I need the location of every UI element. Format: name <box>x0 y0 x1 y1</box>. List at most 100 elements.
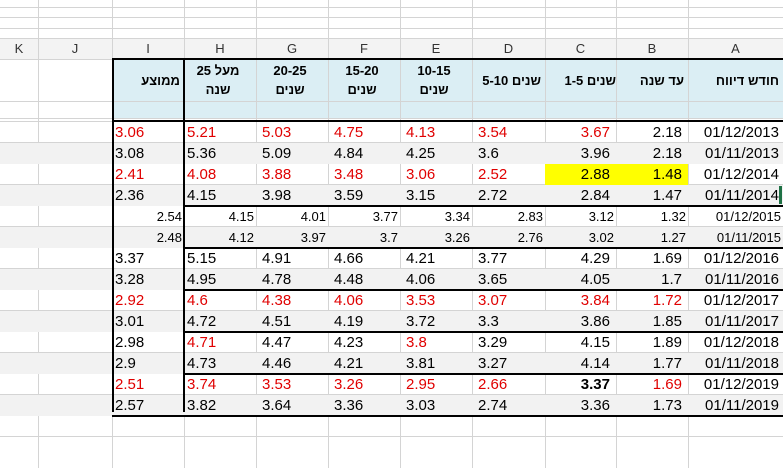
cell-f[interactable]: 3.77 <box>372 209 398 224</box>
cell-i[interactable]: 2.51 <box>115 376 145 393</box>
cell-b[interactable]: 1.72 <box>652 292 682 309</box>
cell-e[interactable]: 3.03 <box>406 397 436 414</box>
cell-f[interactable]: 4.66 <box>334 250 364 267</box>
cell-a[interactable]: 01/11/2013 <box>705 145 779 162</box>
cell-a[interactable]: 01/12/2019 <box>703 376 779 393</box>
table-header-i[interactable]: ממוצע <box>141 72 180 88</box>
cell-e[interactable]: 3.34 <box>444 209 470 224</box>
cell-b[interactable]: 1.77 <box>652 355 682 372</box>
cell-e[interactable]: 4.13 <box>406 124 436 141</box>
cell-a[interactable]: 01/12/2013 <box>703 124 779 141</box>
cell-b[interactable]: 1.48 <box>616 164 688 185</box>
cell-b[interactable]: 1.89 <box>652 334 682 351</box>
cell-f[interactable]: 3.36 <box>334 397 364 414</box>
cell-h[interactable]: 4.71 <box>187 334 217 351</box>
cell-h[interactable]: 3.82 <box>187 397 217 414</box>
column-header-g[interactable]: G <box>286 41 298 56</box>
cell-a[interactable]: 01/11/2015 <box>716 230 781 245</box>
cell-c[interactable]: 3.86 <box>580 313 610 330</box>
column-header-d[interactable]: D <box>503 41 514 56</box>
cell-c[interactable]: 2.88 <box>545 164 616 185</box>
cell-a[interactable]: 01/12/2018 <box>703 334 779 351</box>
cell-e[interactable]: 3.26 <box>444 230 470 245</box>
cell-i[interactable]: 2.41 <box>115 166 145 183</box>
cell-e[interactable]: 3.72 <box>406 313 436 330</box>
cell-i[interactable]: 2.9 <box>115 355 136 372</box>
column-header-c[interactable]: C <box>575 41 586 56</box>
cell-h[interactable]: 4.15 <box>187 187 217 204</box>
cell-h[interactable]: 4.95 <box>187 271 217 288</box>
column-header-j[interactable]: J <box>71 41 79 56</box>
cell-i[interactable]: 2.48 <box>156 230 182 245</box>
cell-c[interactable]: 3.12 <box>588 209 614 224</box>
cell-e[interactable]: 3.53 <box>406 292 436 309</box>
cell-e[interactable]: 3.8 <box>406 334 427 351</box>
cell-e[interactable]: 2.95 <box>406 376 436 393</box>
cell-i[interactable]: 3.06 <box>115 124 145 141</box>
cell-g[interactable]: 4.38 <box>262 292 292 309</box>
table-header-b[interactable]: עד שנה <box>639 72 684 88</box>
cell-c[interactable]: 3.36 <box>580 397 610 414</box>
cell-a[interactable]: 01/11/2017 <box>705 313 779 330</box>
cell-g[interactable]: 4.51 <box>262 313 292 330</box>
cell-g[interactable]: 5.09 <box>262 145 292 162</box>
cell-a[interactable]: 01/12/2014 <box>703 166 779 183</box>
cell-f[interactable]: 4.84 <box>334 145 364 162</box>
cell-h[interactable]: 5.36 <box>187 145 217 162</box>
cell-e[interactable]: 4.25 <box>406 145 436 162</box>
cell-f[interactable]: 4.19 <box>334 313 364 330</box>
column-header-k[interactable]: K <box>14 41 24 56</box>
cell-c[interactable]: 3.37 <box>580 376 610 393</box>
cell-c[interactable]: 3.02 <box>588 230 614 245</box>
cell-c[interactable]: 4.15 <box>580 334 610 351</box>
cell-d[interactable]: 2.76 <box>517 230 543 245</box>
cell-d[interactable]: 3.65 <box>478 271 508 288</box>
cell-i[interactable]: 3.28 <box>115 271 145 288</box>
cell-a[interactable]: 01/12/2017 <box>703 292 779 309</box>
cell-d[interactable]: 2.72 <box>478 187 508 204</box>
cell-f[interactable]: 3.7 <box>379 230 398 245</box>
cell-d[interactable]: 2.52 <box>478 166 508 183</box>
cell-d[interactable]: 2.66 <box>478 376 508 393</box>
cell-c[interactable]: 3.96 <box>580 145 610 162</box>
cell-g[interactable]: 4.01 <box>300 209 326 224</box>
cell-a[interactable]: 01/11/2018 <box>705 355 779 372</box>
cell-d[interactable]: 3.54 <box>478 124 508 141</box>
cell-f[interactable]: 3.26 <box>334 376 364 393</box>
cell-i[interactable]: 3.37 <box>115 250 145 267</box>
cell-a[interactable]: 01/12/2016 <box>703 250 779 267</box>
cell-h[interactable]: 4.72 <box>187 313 217 330</box>
cell-g[interactable]: 3.53 <box>262 376 292 393</box>
column-header-f[interactable]: F <box>360 41 368 56</box>
column-header-b[interactable]: B <box>647 41 657 56</box>
table-header-a[interactable]: חודש דיווח <box>715 72 779 88</box>
cell-d[interactable]: 2.83 <box>517 209 543 224</box>
cell-e[interactable]: 4.06 <box>406 271 436 288</box>
cell-d[interactable]: 3.6 <box>478 145 499 162</box>
cell-b[interactable]: 2.18 <box>652 124 682 141</box>
cell-c[interactable]: 2.84 <box>580 187 610 204</box>
cell-c[interactable]: 4.14 <box>580 355 610 372</box>
table-header-e[interactable]: 10-15 שנים <box>417 63 451 97</box>
cell-i[interactable]: 2.92 <box>115 292 145 309</box>
cell-d[interactable]: 3.77 <box>478 250 508 267</box>
cell-h[interactable]: 3.74 <box>187 376 217 393</box>
cell-d[interactable]: 3.29 <box>478 334 508 351</box>
cell-c[interactable]: 3.84 <box>580 292 610 309</box>
cell-f[interactable]: 4.21 <box>334 355 364 372</box>
cell-a[interactable]: 01/11/2016 <box>705 271 779 288</box>
cell-f[interactable]: 4.06 <box>334 292 364 309</box>
cell-b[interactable]: 1.85 <box>652 313 682 330</box>
column-header-a[interactable]: A <box>731 41 740 56</box>
cell-g[interactable]: 4.46 <box>262 355 292 372</box>
cell-e[interactable]: 3.06 <box>406 166 436 183</box>
table-header-d[interactable]: שנים 5-10 <box>482 72 541 88</box>
cell-c[interactable]: 3.67 <box>580 124 610 141</box>
cell-a[interactable]: 01/11/2014 <box>705 187 779 204</box>
cell-b[interactable]: 1.69 <box>652 376 682 393</box>
cell-i[interactable]: 3.01 <box>115 313 145 330</box>
cell-g[interactable]: 4.91 <box>262 250 292 267</box>
cell-f[interactable]: 4.48 <box>334 271 364 288</box>
cell-b[interactable]: 1.73 <box>652 397 682 414</box>
